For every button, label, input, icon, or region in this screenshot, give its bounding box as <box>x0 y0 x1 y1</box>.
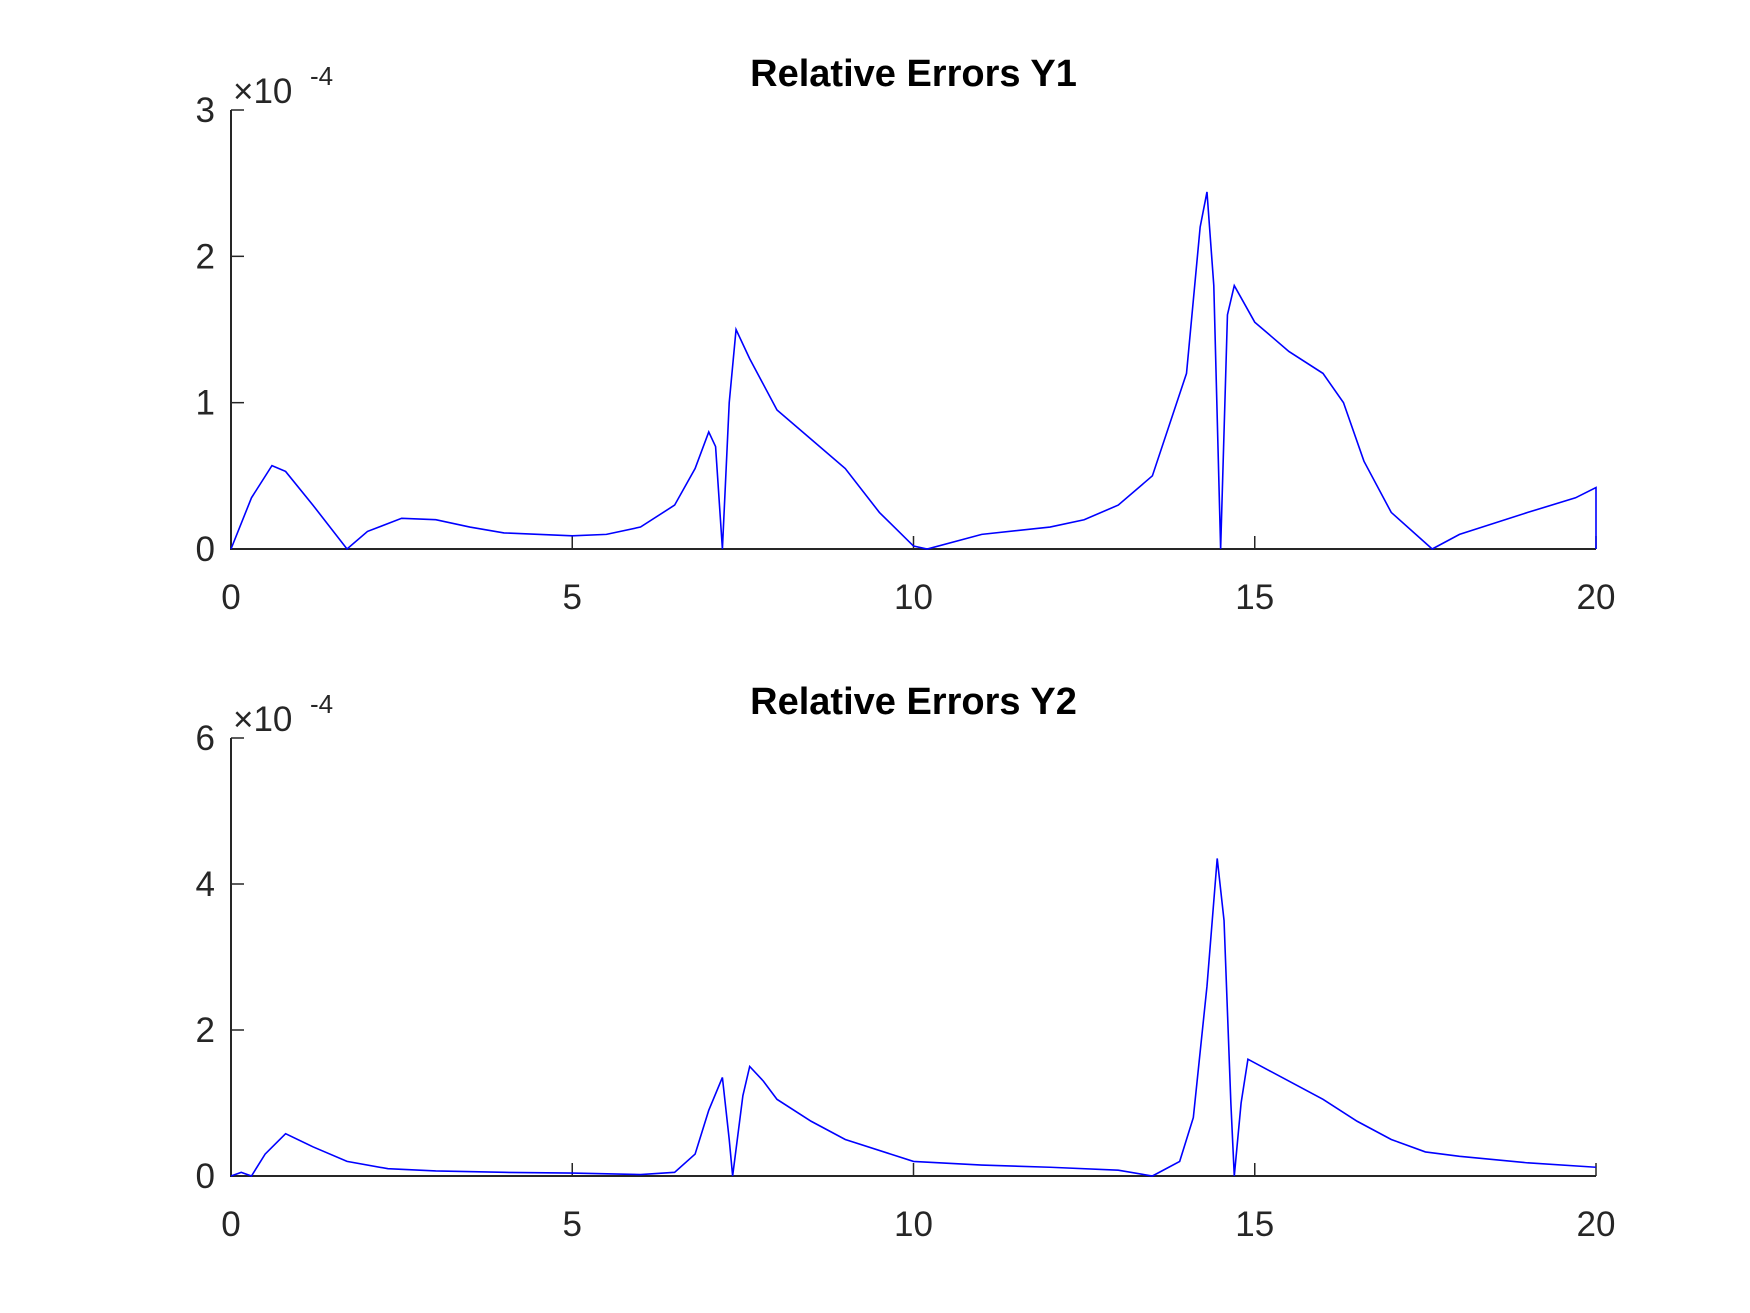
x-tick-label: 5 <box>563 578 582 617</box>
axes <box>230 738 1596 1177</box>
data-line <box>230 858 1597 1177</box>
x-tick-label: 15 <box>1235 578 1274 617</box>
x-tick-label: 10 <box>894 1205 933 1244</box>
axes <box>230 110 1596 550</box>
x-tick-label: 15 <box>1235 1205 1274 1244</box>
chart-title: Relative Errors Y1 <box>750 53 1077 95</box>
x-tick-label: 5 <box>563 1205 582 1244</box>
y-tick-label: 1 <box>196 384 215 423</box>
y-tick-label: 3 <box>196 91 215 130</box>
y-tick-label: 2 <box>196 237 215 276</box>
y-tick-label: 0 <box>196 530 215 569</box>
y-tick-label: 2 <box>196 1011 215 1050</box>
y-multiplier-base: ×10 <box>233 700 292 739</box>
y-tick-label: 6 <box>196 719 215 758</box>
y-multiplier-exponent: -4 <box>310 61 333 91</box>
x-tick-label: 0 <box>221 1205 240 1244</box>
y-tick-label: 0 <box>196 1157 215 1196</box>
chart-title: Relative Errors Y2 <box>750 681 1077 723</box>
x-tick-label: 0 <box>221 578 240 617</box>
y-multiplier-base: ×10 <box>233 72 292 111</box>
y-multiplier-exponent: -4 <box>310 689 333 719</box>
x-tick-label: 20 <box>1577 1205 1616 1244</box>
data-line <box>230 191 1597 551</box>
x-tick-label: 20 <box>1577 578 1616 617</box>
x-tick-label: 10 <box>894 578 933 617</box>
y-tick-label: 4 <box>196 865 215 904</box>
